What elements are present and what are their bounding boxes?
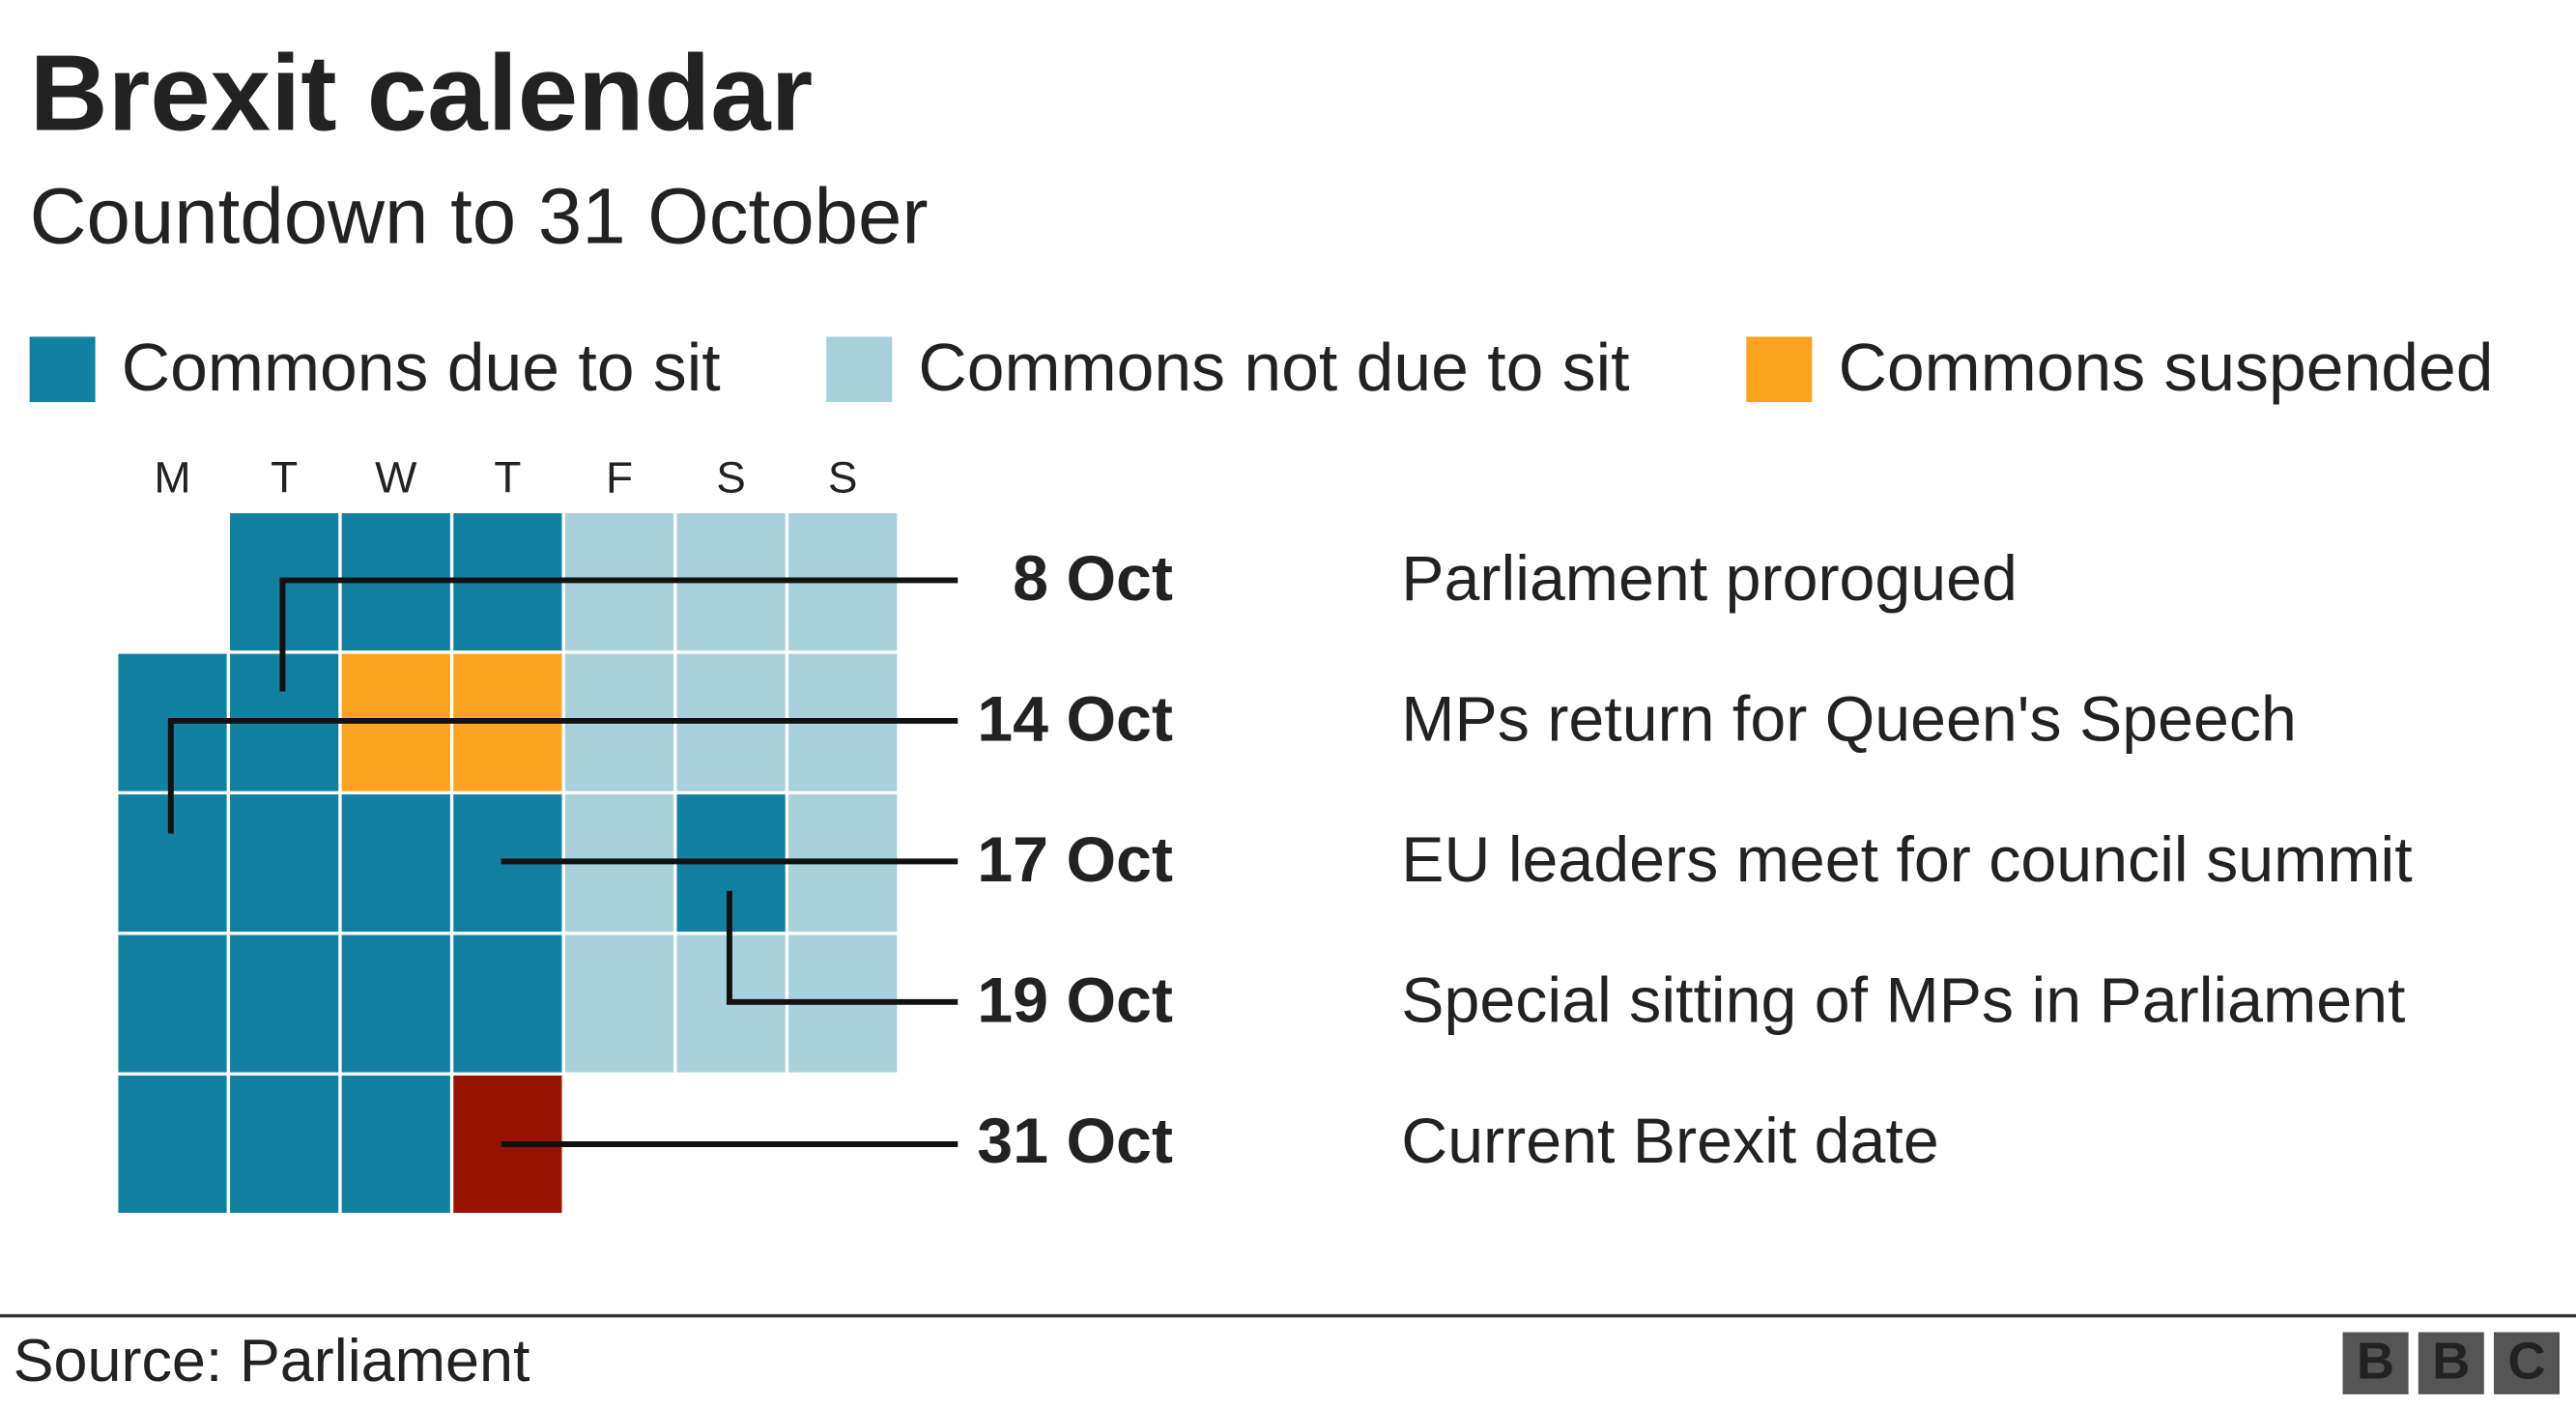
annotation-date: 17 Oct [977,824,1173,896]
weekday-label: T [271,452,298,502]
annotation-text: EU leaders meet for council summit [1401,824,2412,896]
day-cell [230,1075,339,1214]
day-cell [453,935,562,1073]
day-cell [564,935,674,1073]
annotation-date: 19 Oct [977,965,1173,1037]
weekday-label: F [606,452,633,502]
logo-letter: B [2357,1333,2394,1391]
weekday-label: S [716,452,746,502]
source: Source: Parliament [14,1327,530,1395]
annotation-date: 14 Oct [977,684,1173,756]
logo-letter: B [2432,1333,2470,1391]
legend-swatch [29,336,96,403]
logo-box [2342,1332,2409,1395]
logo-box [2493,1332,2560,1395]
weekday-label: W [375,452,417,502]
weekday-label: S [828,452,858,502]
day-cell [118,935,227,1073]
legend-swatch [826,336,893,403]
logo-letter: C [2507,1333,2545,1391]
annotation-text: Special sitting of MPs in Parliament [1401,965,2405,1037]
legend-label: Commons not due to sit [918,330,1629,405]
weekday-label: T [494,452,521,502]
leader-line [279,577,959,692]
leader-line [167,717,959,834]
annotation-date: 31 Oct [977,1106,1173,1177]
title: Brexit calendar [30,33,814,154]
legend-swatch [1746,336,1813,403]
leader-line [726,890,959,1005]
day-cell [341,1075,450,1214]
annotation-date: 8 Oct [1013,543,1173,615]
legend-label: Commons due to sit [122,330,721,405]
day-cell [230,935,339,1073]
annotation-text: MPs return for Queen's Speech [1401,684,2297,756]
annotation-text: Parliament prorogued [1401,543,2018,615]
day-cell [341,935,450,1073]
day-cell [230,794,339,933]
day-cell [118,1075,227,1214]
legend-label: Commons suspended [1839,330,2494,405]
day-cell [341,794,450,933]
weekday-label: M [154,452,190,502]
logo-box [2418,1332,2484,1395]
subtitle: Countdown to 31 October [30,173,929,261]
annotation-text: Current Brexit date [1401,1106,1938,1177]
